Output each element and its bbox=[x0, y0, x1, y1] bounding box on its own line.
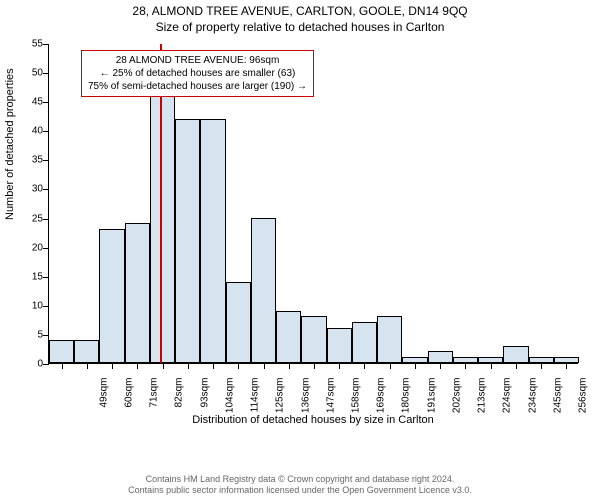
histogram-bar bbox=[327, 328, 352, 363]
y-tick-label: 30 bbox=[19, 184, 43, 195]
y-tick bbox=[43, 277, 49, 278]
x-tick-label: 245sqm bbox=[552, 378, 563, 423]
x-tick bbox=[364, 363, 365, 369]
x-tick-label: 71sqm bbox=[149, 378, 160, 423]
histogram-bar bbox=[377, 316, 402, 363]
histogram-bar bbox=[99, 229, 124, 363]
y-tick-label: 0 bbox=[19, 359, 43, 370]
y-tick bbox=[43, 160, 49, 161]
x-tick bbox=[188, 363, 189, 369]
x-tick-label: 202sqm bbox=[451, 378, 462, 423]
y-tick-label: 45 bbox=[19, 97, 43, 108]
histogram-bar bbox=[251, 218, 276, 363]
footer-line-2: Contains public sector information licen… bbox=[0, 485, 600, 496]
x-tick-label: 256sqm bbox=[578, 378, 589, 423]
x-tick-label: 224sqm bbox=[502, 378, 513, 423]
x-tick bbox=[264, 363, 265, 369]
y-tick bbox=[43, 44, 49, 45]
x-tick bbox=[289, 363, 290, 369]
footer-attribution: Contains HM Land Registry data © Crown c… bbox=[0, 474, 600, 496]
x-tick bbox=[213, 363, 214, 369]
x-tick-label: 234sqm bbox=[527, 378, 538, 423]
annotation-line-2: ← 25% of detached houses are smaller (63… bbox=[88, 67, 307, 80]
x-tick bbox=[112, 363, 113, 369]
histogram-bar bbox=[125, 223, 150, 363]
histogram-bar bbox=[301, 316, 326, 363]
x-tick bbox=[465, 363, 466, 369]
y-tick bbox=[43, 248, 49, 249]
histogram-bar bbox=[200, 119, 225, 363]
x-tick bbox=[137, 363, 138, 369]
x-tick bbox=[314, 363, 315, 369]
y-tick-label: 55 bbox=[19, 39, 43, 50]
y-tick-label: 40 bbox=[19, 126, 43, 137]
x-tick-label: 82sqm bbox=[174, 378, 185, 423]
x-tick bbox=[491, 363, 492, 369]
y-tick bbox=[43, 73, 49, 74]
chart-title-sub: Size of property relative to detached ho… bbox=[0, 20, 600, 34]
histogram-bar bbox=[150, 95, 175, 363]
x-tick bbox=[238, 363, 239, 369]
chart-container: 051015202530354045505549sqm60sqm71sqm82s… bbox=[48, 44, 578, 414]
histogram-bar bbox=[49, 340, 74, 363]
x-tick bbox=[566, 363, 567, 369]
y-tick bbox=[43, 335, 49, 336]
y-tick bbox=[43, 102, 49, 103]
histogram-bar bbox=[352, 322, 377, 363]
y-tick-label: 10 bbox=[19, 300, 43, 311]
annotation-line-3: 75% of semi-detached houses are larger (… bbox=[88, 80, 307, 93]
histogram-bar bbox=[503, 346, 528, 363]
y-tick-label: 35 bbox=[19, 155, 43, 166]
x-tick bbox=[339, 363, 340, 369]
plot-area: 051015202530354045505549sqm60sqm71sqm82s… bbox=[48, 44, 578, 364]
histogram-bar bbox=[276, 311, 301, 363]
y-tick-label: 5 bbox=[19, 329, 43, 340]
x-tick-label: 213sqm bbox=[477, 378, 488, 423]
annotation-line-1: 28 ALMOND TREE AVENUE: 96sqm bbox=[88, 54, 307, 67]
y-tick-label: 20 bbox=[19, 242, 43, 253]
x-tick bbox=[541, 363, 542, 369]
x-tick bbox=[390, 363, 391, 369]
y-tick-label: 25 bbox=[19, 213, 43, 224]
footer-line-1: Contains HM Land Registry data © Crown c… bbox=[0, 474, 600, 485]
x-tick bbox=[516, 363, 517, 369]
y-tick bbox=[43, 364, 49, 365]
histogram-bar bbox=[74, 340, 99, 363]
y-tick bbox=[43, 189, 49, 190]
x-tick bbox=[87, 363, 88, 369]
y-tick bbox=[43, 306, 49, 307]
x-tick bbox=[440, 363, 441, 369]
x-tick-label: 49sqm bbox=[98, 378, 109, 423]
x-tick bbox=[163, 363, 164, 369]
annotation-box: 28 ALMOND TREE AVENUE: 96sqm ← 25% of de… bbox=[81, 50, 314, 97]
x-tick bbox=[62, 363, 63, 369]
y-tick bbox=[43, 131, 49, 132]
x-tick bbox=[415, 363, 416, 369]
x-tick-label: 60sqm bbox=[123, 378, 134, 423]
y-tick bbox=[43, 219, 49, 220]
histogram-bar bbox=[226, 282, 251, 363]
histogram-bar bbox=[175, 119, 200, 363]
y-axis-label: Number of detached properties bbox=[4, 68, 16, 220]
y-tick-label: 15 bbox=[19, 271, 43, 282]
y-tick-label: 50 bbox=[19, 68, 43, 79]
chart-title-main: 28, ALMOND TREE AVENUE, CARLTON, GOOLE, … bbox=[0, 4, 600, 18]
title-block: 28, ALMOND TREE AVENUE, CARLTON, GOOLE, … bbox=[0, 0, 600, 34]
histogram-bar bbox=[428, 351, 453, 363]
